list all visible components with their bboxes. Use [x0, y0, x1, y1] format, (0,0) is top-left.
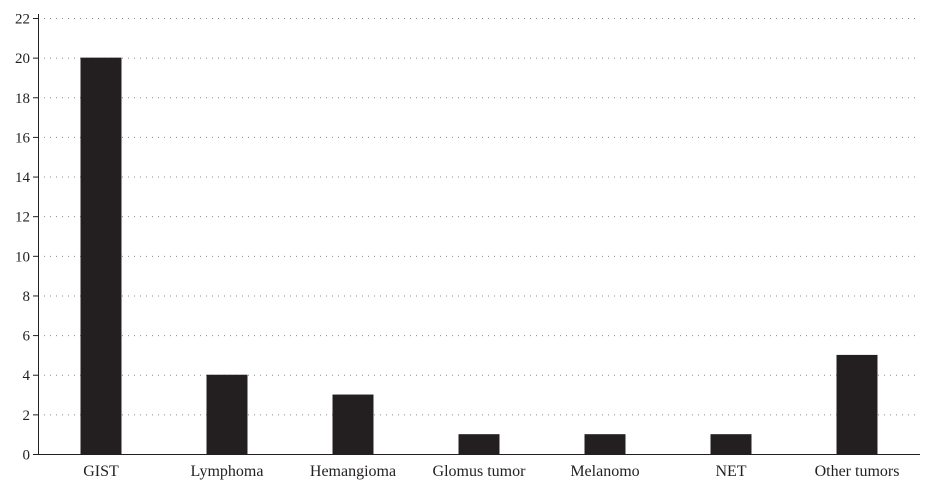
y-tick-label-10: 10 [15, 249, 30, 265]
bar-hemangioma [332, 394, 374, 454]
grid-lines [38, 18, 920, 416]
y-tick-label-14: 14 [15, 170, 31, 186]
bar-melanomo [584, 434, 626, 454]
x-label-melanomo: Melanomo [570, 463, 639, 480]
y-tick-label-2: 2 [23, 408, 31, 424]
x-label-gist: GIST [83, 463, 119, 480]
y-tick-label-6: 6 [23, 329, 31, 345]
x-label-hemangioma: Hemangioma [310, 463, 396, 480]
y-tick-label-16: 16 [15, 130, 31, 146]
x-label-net: NET [715, 463, 746, 480]
bar-gist [80, 57, 122, 455]
x-label-glomus-tumor: Glomus tumor [433, 463, 527, 480]
x-label-lymphoma: Lymphoma [191, 463, 264, 480]
y-tick-label-4: 4 [23, 368, 31, 384]
bar-glomus-tumor [458, 434, 500, 454]
y-tick-label-12: 12 [15, 210, 30, 226]
y-tick-label-8: 8 [23, 289, 31, 305]
x-axis-labels: GIST Lymphoma Hemangioma Glomus tumor Melano… [83, 463, 899, 480]
bars [80, 57, 878, 455]
axes [38, 14, 920, 455]
bar-other-tumors [836, 354, 878, 454]
y-axis-ticks: 0 2 4 6 8 10 12 14 16 18 20 22 [15, 12, 38, 464]
y-tick-label-22: 22 [15, 12, 30, 28]
x-label-other-tumors: Other tumors [815, 463, 900, 480]
bar-net [710, 434, 752, 454]
y-tick-label-20: 20 [15, 51, 30, 67]
y-tick-label-0: 0 [23, 448, 31, 464]
bar-lymphoma [206, 374, 248, 454]
y-tick-label-18: 18 [15, 91, 30, 107]
